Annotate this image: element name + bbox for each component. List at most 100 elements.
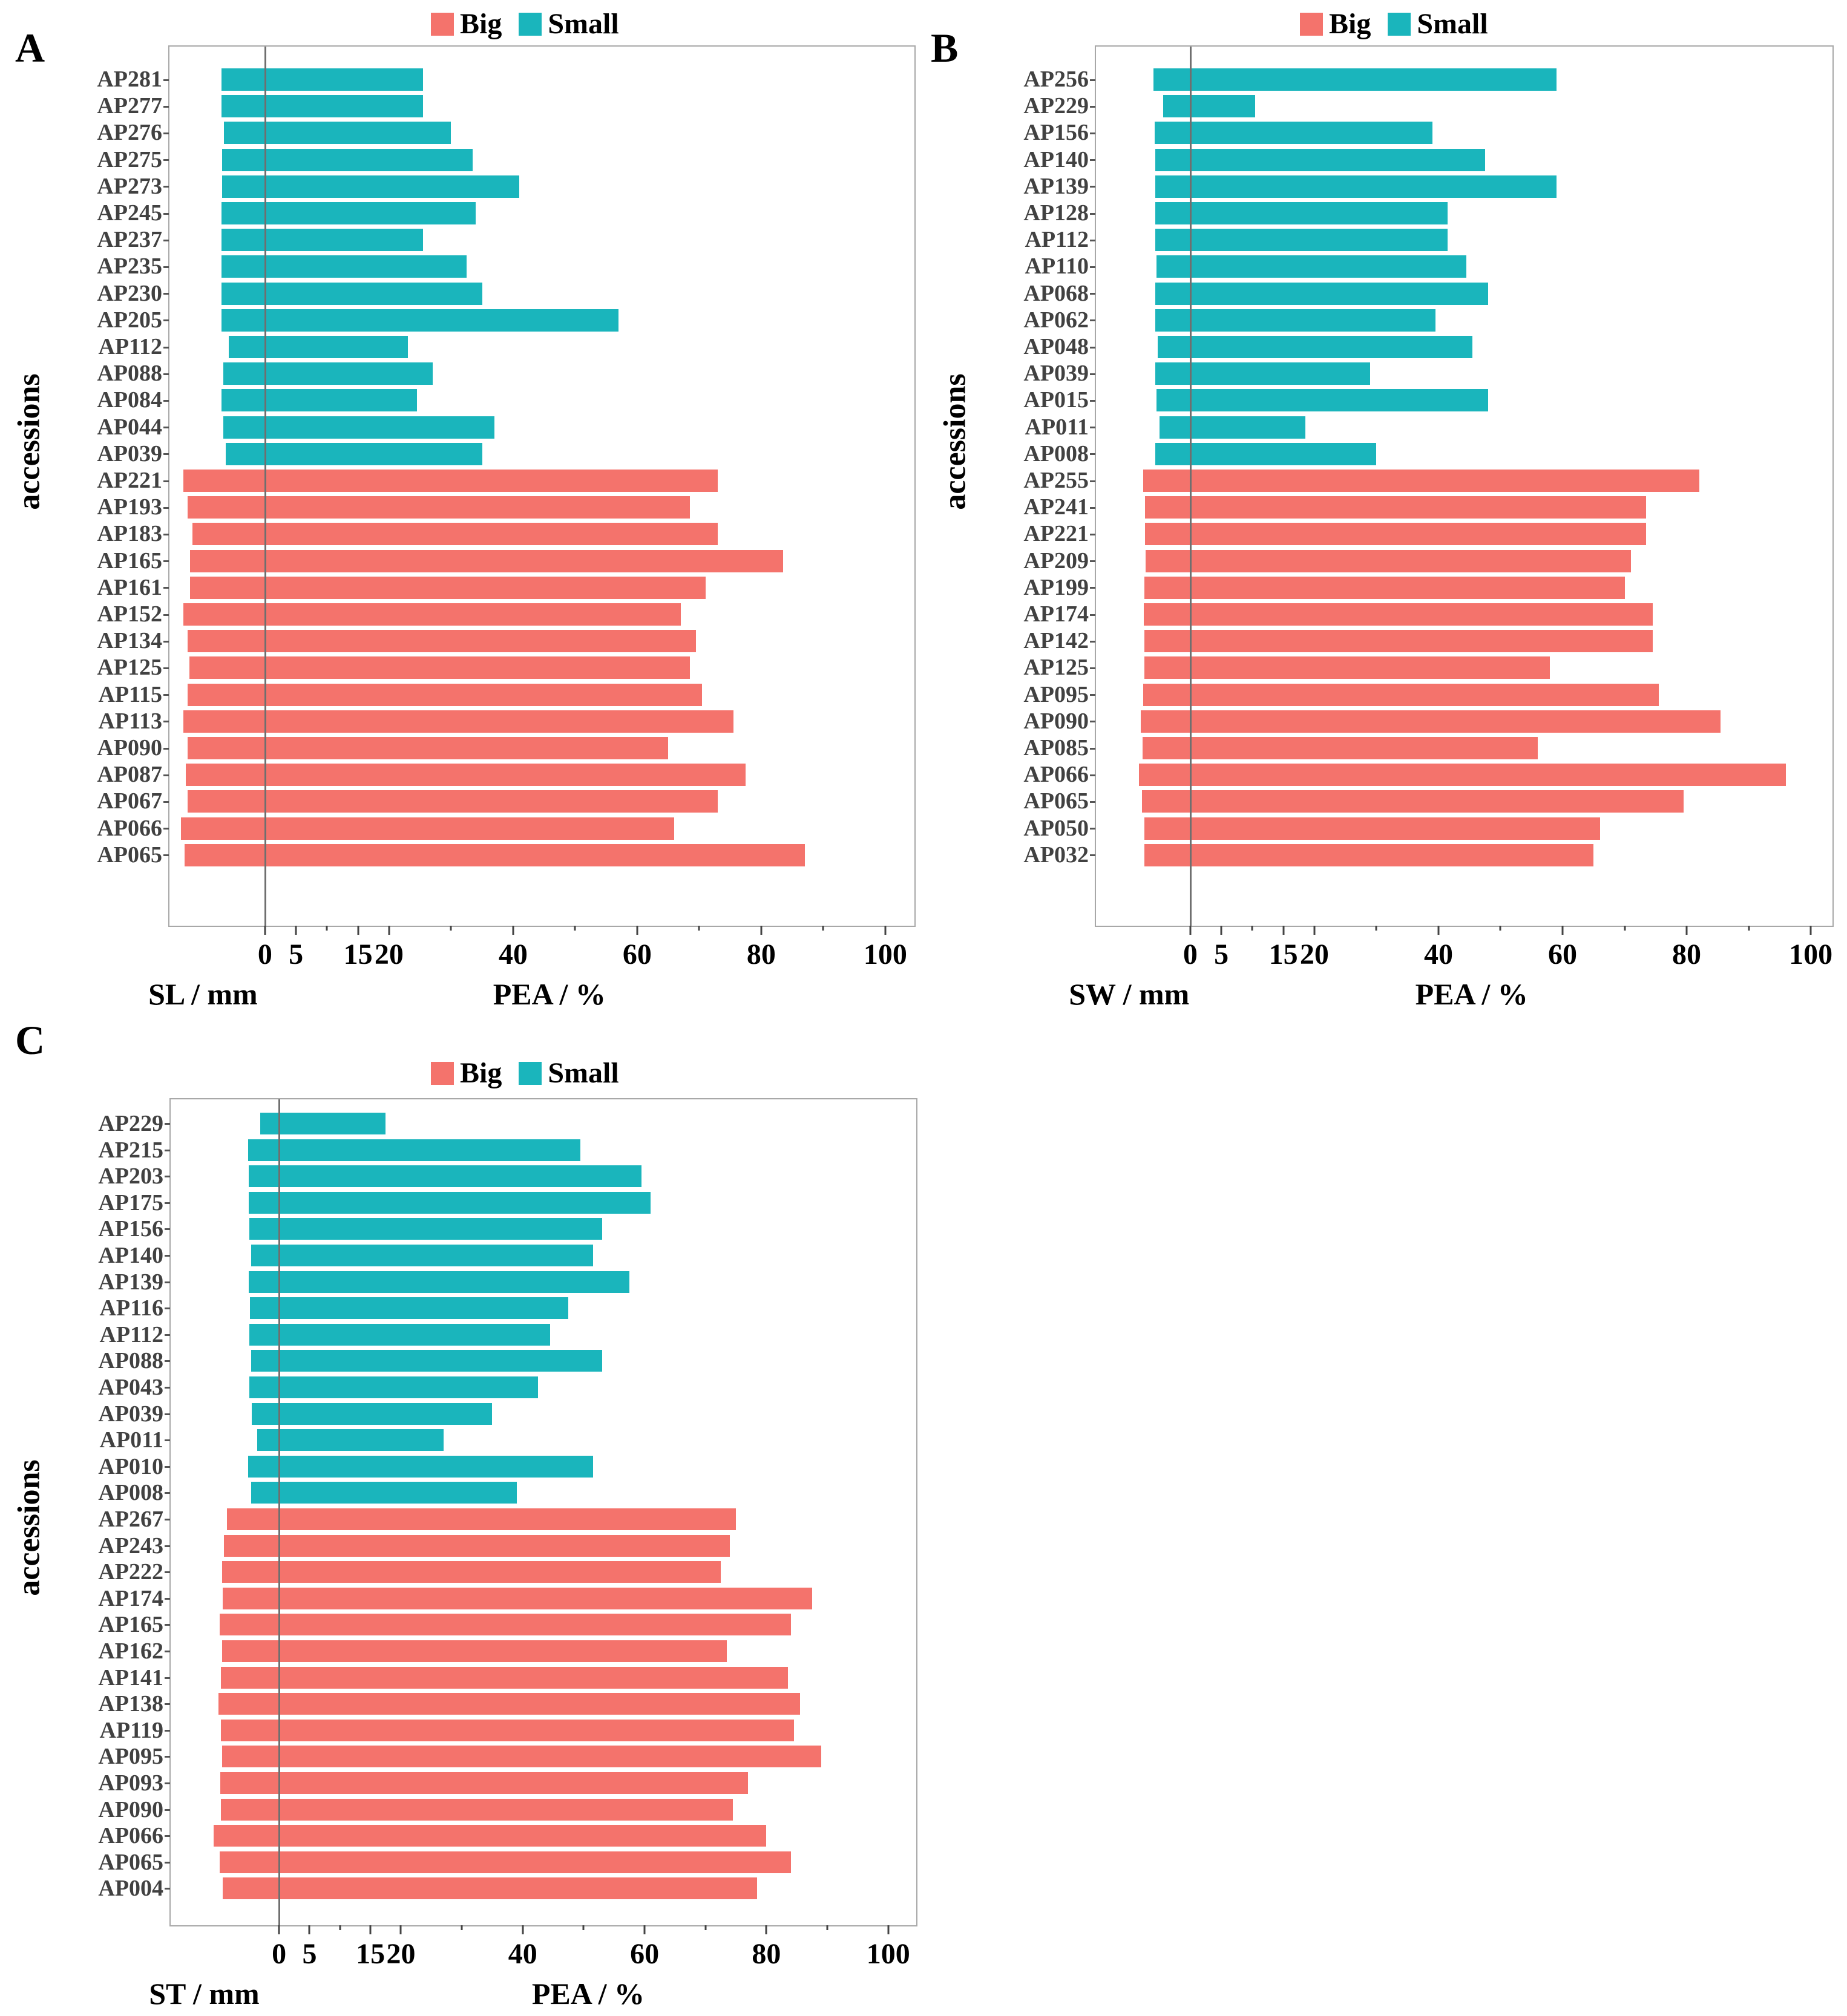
- row-tick: [163, 105, 169, 108]
- chart-row: AP281: [97, 68, 914, 91]
- row-label: AP277: [97, 93, 162, 119]
- small-legend-swatch: [1388, 12, 1411, 36]
- row-label: AP067: [97, 788, 162, 814]
- x-axis-tick-label: 80: [746, 938, 776, 970]
- x-axis-tick-label: 0: [272, 1938, 287, 1970]
- row-label: AP256: [1023, 67, 1089, 92]
- small-bar-AP140: [1155, 148, 1485, 171]
- x-axis-tick: [388, 926, 390, 935]
- row-tick: [163, 533, 169, 535]
- row-label: AP156: [1023, 120, 1089, 146]
- row-tick: [1090, 587, 1095, 589]
- row-tick: [1090, 828, 1095, 830]
- x-axis-tick: [450, 926, 452, 931]
- row-label: AP175: [98, 1190, 163, 1216]
- small-legend-label: Small: [1417, 8, 1488, 40]
- row-tick: [163, 266, 169, 268]
- row-label: AP011: [1025, 414, 1089, 440]
- row-label: AP125: [1023, 655, 1089, 681]
- row-tick: [163, 239, 169, 241]
- chart-row: AP139: [1023, 175, 1832, 198]
- row-tick: [1090, 186, 1095, 188]
- row-tick: [163, 427, 169, 429]
- chart-row: AP221: [1023, 522, 1832, 546]
- chart-row: AP237: [97, 228, 914, 252]
- row-label: AP112: [1025, 227, 1089, 253]
- chart-row: AP162: [98, 1640, 916, 1663]
- x-axis-tick: [278, 1925, 280, 1934]
- row-label: AP048: [1023, 334, 1089, 359]
- big-bar-AP221: [1144, 523, 1647, 546]
- row-label: AP134: [97, 628, 162, 654]
- row-label: AP139: [98, 1269, 163, 1295]
- x-axis-tick: [1251, 926, 1253, 931]
- big-bar-AP115: [187, 683, 703, 706]
- big-bar-AP066: [181, 817, 675, 840]
- small-bar-AP175: [248, 1191, 651, 1214]
- row-tick: [163, 828, 169, 830]
- big-bar-AP243: [223, 1534, 730, 1557]
- row-label: AP235: [97, 254, 162, 280]
- row-tick: [163, 453, 169, 456]
- chart-row: AP110: [1025, 255, 1832, 278]
- row-tick: [1090, 346, 1095, 349]
- row-tick: [165, 1307, 170, 1310]
- x-axis-tick: [887, 1925, 890, 1934]
- chart-row: AP156: [1023, 121, 1832, 145]
- chart-row: AP156: [98, 1217, 916, 1240]
- row-label: AP011: [99, 1427, 163, 1453]
- chart-row: AP267: [98, 1508, 916, 1531]
- panel-letter-a: A: [15, 25, 45, 71]
- x-axis-tick: [1748, 926, 1750, 931]
- chart-row: AP065: [97, 843, 914, 866]
- chart-row: AP044: [97, 416, 914, 439]
- small-bar-AP275: [222, 148, 473, 171]
- x-axis-tick: [884, 926, 887, 935]
- x-axis-tick: [339, 1925, 341, 1930]
- chart-row: AP165: [98, 1613, 916, 1636]
- row-tick: [165, 1255, 170, 1257]
- x-axis-tick-label: 5: [1214, 938, 1229, 970]
- small-bar-AP015: [1156, 389, 1488, 412]
- chart-row: AP011: [99, 1429, 916, 1451]
- chart-row: AP112: [99, 1323, 916, 1346]
- row-label: AP174: [1023, 601, 1089, 627]
- big-bar-AP065: [1141, 790, 1684, 813]
- big-bar-AP183: [192, 523, 718, 546]
- row-tick: [163, 774, 169, 776]
- small-bar-AP068: [1155, 282, 1488, 305]
- chart-row: AP203: [98, 1165, 916, 1188]
- big-legend-swatch: [431, 1061, 454, 1085]
- row-label: AP267: [98, 1507, 163, 1532]
- x-axis-tick: [1313, 926, 1316, 935]
- chart-row: AP095: [98, 1745, 916, 1768]
- chart-row: AP011: [1025, 416, 1832, 439]
- chart-row: AP067: [97, 790, 914, 813]
- x-axis-tick-label: 100: [866, 1938, 910, 1970]
- row-tick: [163, 186, 169, 188]
- row-tick: [163, 159, 169, 162]
- chart-row: AP125: [97, 656, 914, 679]
- chart-row: AP199: [1023, 576, 1832, 599]
- x-axis-tick-label: 40: [498, 938, 528, 970]
- small-bar-AP044: [223, 416, 495, 439]
- x-axis-tick-label: 60: [1548, 938, 1577, 970]
- row-label: AP087: [97, 762, 162, 788]
- small-bar-AP039: [251, 1402, 493, 1425]
- row-label: AP119: [99, 1717, 163, 1743]
- row-tick: [165, 1439, 170, 1442]
- row-tick: [163, 694, 169, 696]
- zero-gridline: [264, 47, 266, 926]
- row-tick: [165, 1782, 170, 1784]
- chart-row: AP222: [98, 1560, 916, 1583]
- row-tick: [1090, 667, 1095, 669]
- row-tick: [1090, 239, 1095, 241]
- row-label: AP039: [97, 440, 162, 466]
- row-label: AP112: [99, 1321, 163, 1347]
- row-label: AP032: [1023, 842, 1089, 868]
- big-bar-AP067: [187, 790, 718, 813]
- x-axis-tick: [636, 926, 638, 935]
- big-bar-AP241: [1144, 496, 1647, 519]
- row-tick: [163, 560, 169, 563]
